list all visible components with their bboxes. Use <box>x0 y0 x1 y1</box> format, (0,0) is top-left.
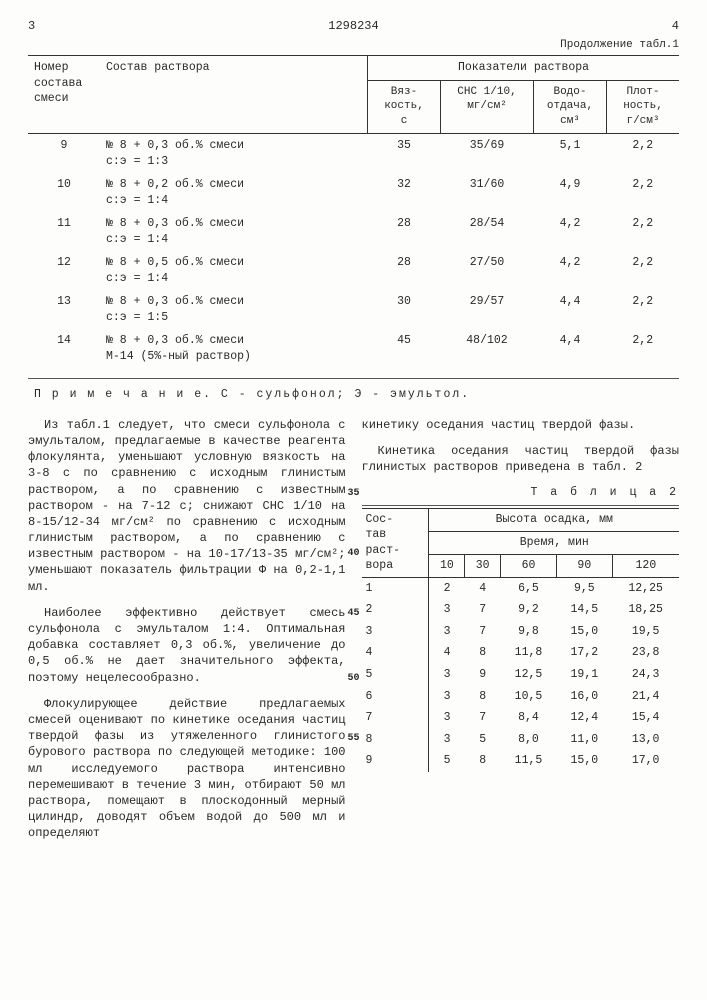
table-row: 2379,214,518,25 <box>362 599 680 621</box>
table-row: 9№ 8 + 0,3 об.% смеси с:э = 1:33535/695,… <box>28 134 679 174</box>
table-2-title: Т а б л и ц а 2 <box>362 485 680 501</box>
table-row: 7378,412,415,4 <box>362 707 680 729</box>
table-row: 14№ 8 + 0,3 об.% смеси М-14 (5%-ный раст… <box>28 329 679 368</box>
right-intro-2: Кинетика оседания частиц твердой фазы гл… <box>362 443 680 475</box>
table-1-note: П р и м е ч а н и е. С - сульфонол; Э - … <box>34 387 679 403</box>
t1-h-visc: Вяз- кость, с <box>368 80 441 134</box>
table-row: 3379,815,019,5 <box>362 621 680 643</box>
line-number: 45 <box>347 607 359 621</box>
left-column: Из табл.1 следует, что смеси сульфонола … <box>28 417 346 852</box>
right-intro-1: кинетику оседания частиц твердой фазы. <box>362 417 680 433</box>
page-num-right: 4 <box>672 18 679 34</box>
table-1: Номер состава смеси Состав раствора Пока… <box>28 55 679 368</box>
t2-h-comp: Сос- тав раст- вора <box>362 508 429 577</box>
t1-h-chc: СНС 1/10, мг/см² <box>441 80 534 134</box>
table-row: 11№ 8 + 0,3 об.% смеси с:э = 1:42828/544… <box>28 212 679 251</box>
continuation-label: Продолжение табл.1 <box>28 38 679 53</box>
page-num-left: 3 <box>28 18 35 34</box>
para-2: Наиболее эффективно действует смесь суль… <box>28 605 346 686</box>
t2-h-group: Высота осадка, мм <box>429 508 679 531</box>
t1-h-mix: Номер состава смеси <box>28 56 100 134</box>
t1-h-water: Водо- отдача, см³ <box>534 80 607 134</box>
line-number: 50 <box>347 672 359 686</box>
table-2: Сос- тав раст- вора Высота осадка, мм Вр… <box>362 508 680 772</box>
table-row: 13№ 8 + 0,3 об.% смеси с:э = 1:53029/574… <box>28 290 679 329</box>
right-column: кинетику оседания частиц твердой фазы. К… <box>362 417 680 852</box>
t2-time-col: 60 <box>501 554 557 577</box>
t2-time-col: 30 <box>465 554 501 577</box>
table-row: 12№ 8 + 0,5 об.% смеси с:э = 1:42827/504… <box>28 251 679 290</box>
t2-time-col: 90 <box>556 554 612 577</box>
t2-time-col: 120 <box>612 554 679 577</box>
table-row: 44811,817,223,8 <box>362 642 680 664</box>
t1-h-dens: Плот- ность, г/см³ <box>607 80 680 134</box>
t1-h-comp: Состав раствора <box>100 56 368 134</box>
t2-h-time: Время, мин <box>429 531 679 554</box>
table-row: 53912,519,124,3 <box>362 664 680 686</box>
table-row: 1246,59,512,25 <box>362 577 680 599</box>
line-number: 35 <box>347 487 359 501</box>
t2-time-col: 10 <box>429 554 465 577</box>
line-number: 40 <box>347 547 359 561</box>
table-row: 95811,515,017,0 <box>362 750 680 772</box>
para-1: Из табл.1 следует, что смеси сульфонола … <box>28 417 346 595</box>
table-row: 10№ 8 + 0,2 об.% смеси с:э = 1:43231/604… <box>28 173 679 212</box>
para-3: Флокулирующее действие предлагаемых смес… <box>28 696 346 842</box>
table-row: 8358,011,013,0 <box>362 729 680 751</box>
table-row: 63810,516,021,4 <box>362 686 680 708</box>
t1-h-group: Показатели раствора <box>368 56 680 81</box>
page-header: 3 1298234 4 <box>28 18 679 34</box>
line-number: 55 <box>347 732 359 746</box>
doc-number: 1298234 <box>328 18 378 34</box>
